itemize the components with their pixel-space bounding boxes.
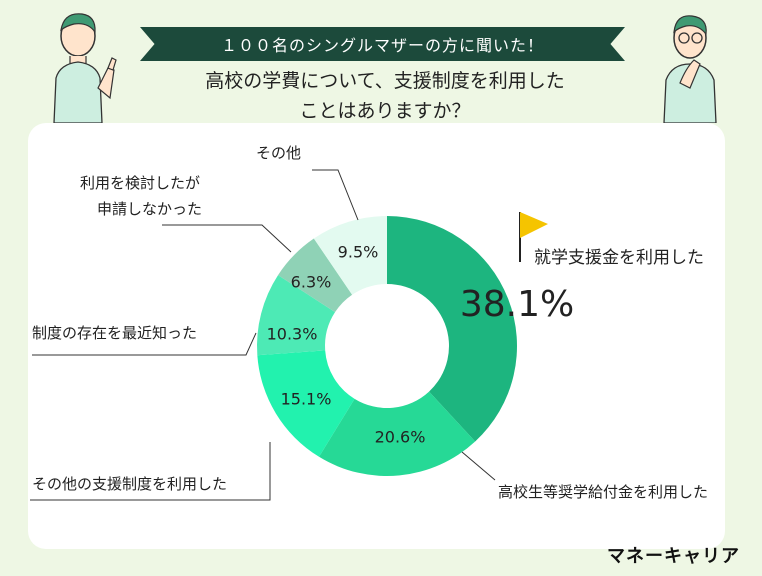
slice-recently-knew <box>257 275 336 356</box>
pct-label-considered: 6.3% <box>291 273 332 292</box>
person-illustration-right <box>663 15 717 123</box>
slice-shugaku-shienkin <box>387 216 517 442</box>
label-other-support: その他の支援制度を利用した <box>32 475 228 493</box>
slice-other-support <box>257 350 355 457</box>
label-kyufukin: 高校生等奨学給付金を利用した <box>498 483 709 501</box>
leader-lines <box>30 169 496 501</box>
pct-label-recently-knew: 10.3% <box>267 325 318 344</box>
pct-label-other-support: 15.1% <box>281 390 332 409</box>
label-other: その他 <box>256 144 302 162</box>
pct-label-other: 9.5% <box>338 243 379 262</box>
leader-line-other-support <box>30 442 271 501</box>
brand-logo: マネーキャリア <box>607 546 740 567</box>
question-title-line-2: ことはありますか？ <box>299 100 471 122</box>
chart-card <box>28 123 725 549</box>
label-shugaku-shienkin: 就学支援金を利用した <box>534 248 704 268</box>
leader-line-other <box>312 169 359 221</box>
question-title-line-1: 高校の学費について、支援制度を利用した <box>205 70 565 92</box>
leader-line-recently-knew <box>32 332 257 356</box>
pct-label-kyufukin: 20.6% <box>375 428 426 447</box>
person-illustration-left <box>53 13 117 123</box>
label-considered-line-2: 申請しなかった <box>97 200 203 218</box>
label-considered-line-1: 利用を検討したが <box>80 174 201 192</box>
label-recently-knew: 制度の存在を最近知った <box>32 324 198 342</box>
flag-icon <box>519 212 548 262</box>
pct-label-shugaku-shienkin: 38.1% <box>460 284 574 325</box>
leader-line-considered <box>162 224 292 253</box>
leader-line-kyufukin <box>461 451 496 481</box>
slice-other <box>313 216 387 295</box>
slice-kyufukin <box>319 391 476 476</box>
slice-considered <box>278 238 353 313</box>
survey-banner: １００名のシングルマザーの方に聞いた！ <box>140 27 625 61</box>
